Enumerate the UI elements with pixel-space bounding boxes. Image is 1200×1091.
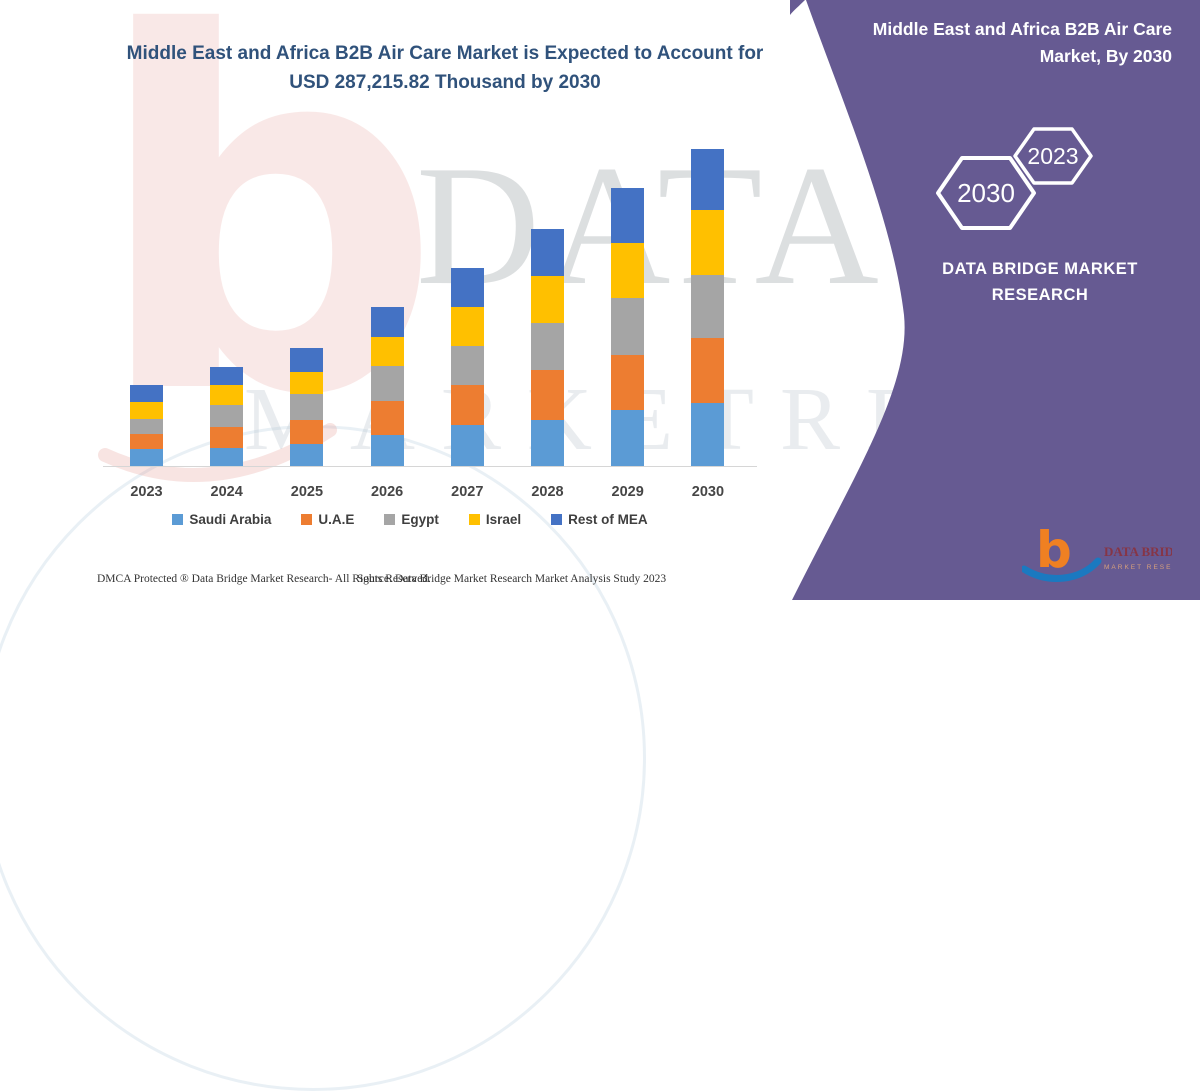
bar-2025-segment-saudi-arabia — [290, 444, 324, 467]
hexagon-2030-label: 2030 — [957, 178, 1015, 208]
legend-item-u-a-e: U.A.E — [301, 512, 354, 527]
bar-2025-segment-rest-of-mea — [290, 348, 324, 373]
sidebar-panel: 2030 2023 — [790, 0, 1200, 600]
x-tick-2026: 2026 — [370, 484, 404, 500]
sidebar-title: Middle East and Africa B2B Air Care Mark… — [872, 19, 1172, 67]
hexagon-2023 — [1013, 127, 1093, 185]
bar-2027-segment-u-a-e — [450, 385, 484, 426]
legend-swatch-u-a-e — [301, 514, 313, 525]
bar-2025-segment-egypt — [290, 394, 324, 421]
bar-2027-segment-saudi-arabia — [450, 425, 484, 467]
bar-2024-segment-israel — [210, 384, 244, 405]
legend-label-u-a-e: U.A.E — [318, 512, 355, 527]
legend-label-saudi-arabia: Saudi Arabia — [189, 512, 272, 527]
bar-2029 — [611, 188, 645, 467]
bar-2028 — [531, 229, 564, 467]
bar-2029-segment-egypt — [611, 298, 645, 356]
chart-title: Middle East and Africa B2B Air Care Mark… — [100, 40, 790, 97]
x-axis-line — [103, 466, 757, 467]
bar-2029-segment-israel — [611, 243, 645, 299]
x-tick-2030: 2030 — [691, 484, 725, 500]
chart-title-line2: USD 287,215.82 Thousand by 2030 — [289, 71, 601, 93]
bar-2028-segment-saudi-arabia — [531, 419, 564, 467]
bar-2023 — [130, 385, 163, 467]
bar-2030 — [691, 148, 725, 467]
bar-2030-segment-israel — [691, 209, 725, 276]
x-tick-2024: 2024 — [210, 484, 243, 500]
bar-2027-segment-israel — [450, 306, 484, 347]
brand-line1: DATA BRIDGE MARKET — [942, 260, 1138, 278]
bar-2025-segment-u-a-e — [290, 420, 324, 445]
sidebar-panel-shape — [792, 0, 1200, 600]
bar-2024-segment-u-a-e — [210, 426, 244, 448]
bar-2024-segment-saudi-arabia — [210, 447, 244, 467]
legend-item-israel: Israel — [468, 512, 522, 527]
chart-title-line1: Middle East and Africa B2B Air Care Mark… — [126, 43, 764, 64]
logo-subtext: MARKET RESEARCH — [1104, 564, 1172, 571]
bar-2023-segment-u-a-e — [130, 434, 163, 450]
watermark-text-row2: MARKETRE — [244, 370, 947, 469]
bar-2030-segment-u-a-e — [691, 338, 725, 404]
legend-swatch-israel — [468, 514, 480, 525]
legend-swatch-saudi-arabia — [172, 514, 184, 525]
bar-2023-segment-saudi-arabia — [130, 449, 163, 467]
sidebar-panel-sliver — [790, 0, 805, 15]
bar-2025-segment-israel — [290, 372, 324, 395]
legend-item-saudi-arabia: Saudi Arabia — [172, 512, 271, 527]
hexagon-2023-label: 2023 — [1027, 143, 1078, 169]
chart-legend: Saudi Arabia U.A.E Egypt Israel Rest of MEA — [85, 512, 735, 527]
logo-swoosh-icon — [1022, 557, 1102, 582]
legend-label-rest-of-mea: Rest of MEA — [568, 512, 648, 527]
legend-swatch-rest-of-mea — [551, 514, 563, 525]
logo-b-icon: b — [1036, 521, 1072, 579]
bar-2030-segment-egypt — [691, 275, 725, 339]
bar-2024-segment-egypt — [210, 404, 244, 427]
bar-2028-segment-israel — [531, 276, 564, 324]
brand-block: DATA BRIDGE MARKET RESEARCH — [880, 256, 1200, 309]
x-tick-2027: 2027 — [451, 484, 484, 500]
logo-wordmark: DATA BRIDGE — [1104, 544, 1172, 559]
legend-item-rest-of-mea: Rest of MEA — [551, 512, 648, 527]
bar-2027 — [450, 268, 484, 467]
bar-2026-segment-israel — [370, 337, 404, 367]
plot-area: 2023 2024 2025 2026 2027 2028 2029 2030 — [130, 148, 725, 500]
bar-2026-segment-rest-of-mea — [370, 307, 404, 338]
brand-line2: RESEARCH — [991, 286, 1089, 305]
legend-label-egypt: Egypt — [401, 512, 439, 527]
bar-2029-segment-u-a-e — [611, 355, 645, 411]
databridge-logo: b DATA BRIDGE MARKET RESEARCH — [1022, 521, 1172, 582]
legend-item-egypt: Egypt — [384, 512, 439, 527]
footer-source-text: Source: Data Bridge Market Research Mark… — [357, 573, 667, 585]
x-tick-2028: 2028 — [531, 484, 564, 500]
bar-2024-segment-rest-of-mea — [210, 366, 244, 385]
bar-2029-segment-saudi-arabia — [611, 410, 645, 467]
bar-2030-segment-saudi-arabia — [691, 403, 725, 467]
bar-2028-segment-egypt — [531, 323, 564, 371]
bar-2029-segment-rest-of-mea — [611, 188, 645, 244]
bar-2027-segment-rest-of-mea — [450, 268, 484, 307]
bar-2026-segment-u-a-e — [370, 400, 404, 435]
x-tick-2023: 2023 — [130, 484, 163, 500]
bar-2023-segment-egypt — [130, 419, 163, 435]
hexagon-2030 — [936, 156, 1036, 230]
bar-2024 — [210, 366, 244, 467]
bar-2028-segment-rest-of-mea — [531, 229, 564, 277]
bar-2025 — [290, 348, 324, 467]
bar-2026-segment-egypt — [370, 366, 404, 401]
bar-2023-segment-israel — [130, 402, 163, 420]
legend-swatch-egypt — [384, 514, 396, 525]
bar-2023-segment-rest-of-mea — [130, 385, 163, 403]
bar-2026-segment-saudi-arabia — [370, 434, 404, 467]
bar-2026 — [370, 307, 404, 467]
footer-dmca-text: DMCA Protected ® Data Bridge Market Rese… — [97, 573, 431, 585]
bar-2030-segment-rest-of-mea — [691, 148, 725, 210]
x-tick-2029: 2029 — [611, 484, 644, 500]
legend-label-israel: Israel — [485, 512, 522, 527]
bar-2027-segment-egypt — [450, 346, 484, 386]
x-tick-2025: 2025 — [290, 484, 324, 500]
bar-2028-segment-u-a-e — [531, 370, 564, 420]
